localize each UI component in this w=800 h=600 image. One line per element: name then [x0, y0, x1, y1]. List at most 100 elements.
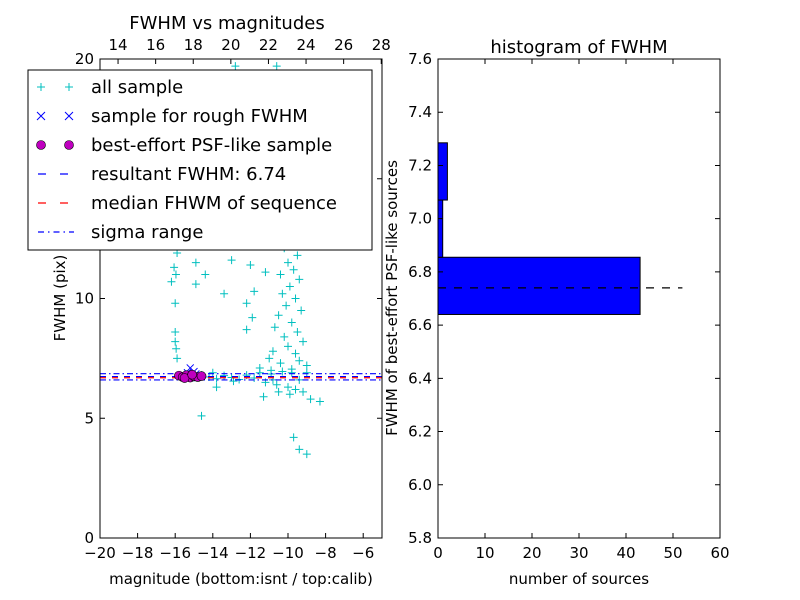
- all-sample-point: [306, 395, 315, 404]
- legend-label: best-effort PSF-like sample: [91, 135, 332, 156]
- best-effort-point: [196, 371, 207, 381]
- all-sample-point: [293, 251, 302, 260]
- legend-entry: best-effort PSF-like sample: [36, 135, 332, 156]
- all-sample-point: [191, 258, 200, 267]
- all-sample-point: [295, 445, 304, 454]
- histogram-xlabel: number of sources: [509, 570, 649, 588]
- all-sample-point: [231, 62, 240, 71]
- all-sample-point: [287, 318, 296, 327]
- all-sample-point: [291, 294, 300, 303]
- y-tick-label: 6.4: [408, 369, 432, 387]
- all-sample-point: [289, 265, 298, 274]
- all-sample-point: [246, 260, 255, 269]
- top-x-tick-label: 20: [221, 36, 240, 54]
- all-sample-point: [297, 306, 306, 315]
- top-x-tick-label: 24: [297, 36, 316, 54]
- x-tick-label: −8: [315, 544, 337, 562]
- circle-icon: [64, 140, 74, 150]
- histogram-panel: histogram of FWHM number of sources FWHM…: [383, 37, 730, 588]
- all-sample-point: [201, 270, 210, 279]
- all-sample-point: [285, 390, 294, 399]
- legend-entry: sample for rough FWHM: [36, 106, 308, 127]
- scatter-xlabel: magnitude (bottom:isnt / top:calib): [109, 570, 373, 588]
- plus-icon: [65, 83, 73, 91]
- x-tick-label: −20: [84, 544, 116, 562]
- x-icon: [64, 111, 74, 121]
- histogram-bar: [437, 256, 641, 315]
- legend-entry: resultant FWHM: 6.74: [38, 164, 286, 185]
- all-sample-point: [212, 383, 221, 392]
- all-sample-point: [208, 368, 217, 377]
- all-sample-point: [172, 344, 181, 353]
- y-tick-label: 7.4: [408, 103, 432, 121]
- all-sample-point: [242, 299, 251, 308]
- top-x-tick-label: 26: [334, 36, 353, 54]
- all-sample-point: [170, 263, 179, 272]
- x-tick-label: 30: [569, 544, 588, 562]
- plot-area: [100, 62, 382, 459]
- all-sample-point: [302, 368, 311, 377]
- x-tick-label: −14: [197, 544, 229, 562]
- y-tick-label: 7.0: [408, 210, 432, 228]
- y-tick-label: 20: [75, 50, 94, 68]
- all-sample-point: [291, 385, 300, 394]
- y-tick-label: 6.2: [408, 423, 432, 441]
- x-tick-label: −6: [352, 544, 374, 562]
- y-tick-label: 5: [84, 409, 94, 427]
- all-sample-point: [295, 356, 304, 365]
- all-sample-point: [302, 450, 311, 459]
- x-tick-label: −18: [122, 544, 154, 562]
- scatter-ylabel: FWHM (pix): [51, 255, 69, 342]
- legend-entry: median FHWM of sequence: [38, 193, 337, 214]
- top-x-tick-label: 16: [146, 36, 165, 54]
- all-sample-point: [171, 328, 180, 337]
- all-sample-point: [302, 361, 311, 370]
- legend-label: sigma range: [91, 222, 203, 243]
- all-sample-point: [250, 287, 259, 296]
- y-tick-label: 10: [75, 290, 94, 308]
- all-sample-point: [278, 367, 287, 376]
- all-sample-point: [289, 433, 298, 442]
- all-sample-point: [276, 270, 285, 279]
- y-tick-label: 7.2: [408, 156, 432, 174]
- y-tick-label: 6.0: [408, 476, 432, 494]
- all-sample-point: [278, 289, 287, 298]
- all-sample-point: [293, 328, 302, 337]
- scatter-title: FWHM vs magnitudes: [129, 13, 324, 34]
- all-sample-point: [285, 282, 294, 291]
- y-tick-label: 5.8: [408, 529, 432, 547]
- y-tick-label: 6.6: [408, 316, 432, 334]
- y-tick-label: 7.6: [408, 50, 432, 68]
- all-sample-point: [274, 311, 283, 320]
- all-sample-point: [173, 354, 182, 363]
- histogram-title: histogram of FWHM: [490, 37, 667, 58]
- circle-icon: [36, 140, 46, 150]
- all-sample-point: [171, 299, 180, 308]
- x-tick-label: 0: [433, 544, 443, 562]
- plus-icon: [37, 83, 45, 91]
- all-sample-point: [284, 342, 292, 351]
- all-sample-point: [295, 275, 304, 284]
- all-sample-point: [287, 365, 296, 374]
- all-sample-point: [191, 280, 200, 289]
- x-tick-label: 10: [475, 544, 494, 562]
- histogram-ylabel: FWHM of best-effort PSF-like sources: [383, 160, 401, 436]
- scatter-panel: FWHM vs magnitudes magnitude (bottom:isn…: [27, 13, 391, 588]
- top-x-tick-label: 14: [109, 36, 128, 54]
- all-sample-point: [197, 411, 206, 420]
- all-sample-point: [229, 377, 238, 386]
- y-tick-label: 0: [84, 529, 94, 547]
- x-tick-label: −12: [235, 544, 267, 562]
- top-x-tick-label: 22: [259, 36, 278, 54]
- all-sample-point: [248, 313, 257, 322]
- all-sample-point: [276, 359, 285, 368]
- all-sample-point: [268, 347, 277, 356]
- all-sample-point: [227, 256, 236, 265]
- legend-label: median FHWM of sequence: [91, 193, 337, 214]
- all-sample-point: [212, 374, 221, 383]
- all-sample-point: [220, 289, 229, 298]
- x-tick-label: 40: [616, 544, 635, 562]
- best-effort-point: [187, 369, 197, 380]
- all-sample-point: [270, 323, 279, 332]
